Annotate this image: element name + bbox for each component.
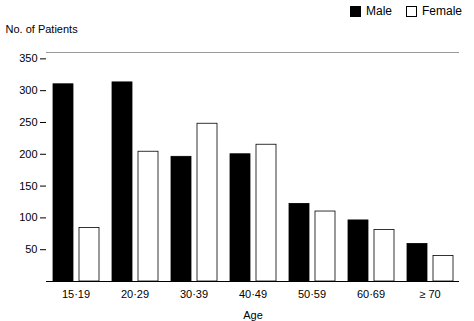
svg-text:60·69: 60·69 [357, 288, 385, 300]
svg-text:150: 150 [19, 180, 37, 192]
svg-text:≥ 70: ≥ 70 [419, 288, 440, 300]
svg-text:15·19: 15·19 [62, 288, 90, 300]
svg-text:350: 350 [19, 52, 37, 64]
svg-text:Age: Age [243, 309, 263, 321]
svg-text:250: 250 [19, 116, 37, 128]
svg-text:50: 50 [25, 243, 37, 255]
html-text:Male: Male [366, 4, 392, 18]
svg-text:40·49: 40·49 [239, 288, 267, 300]
svg-text:20·29: 20·29 [121, 288, 149, 300]
svg-text:300: 300 [19, 84, 37, 96]
svg-text:50·59: 50·59 [298, 288, 326, 300]
svg-text:200: 200 [19, 148, 37, 160]
svg-text:No. of Patients: No. of Patients [6, 23, 79, 35]
svg-text:30·39: 30·39 [180, 288, 208, 300]
svg-text:100: 100 [19, 211, 37, 223]
html-text:Female: Female [422, 4, 462, 18]
